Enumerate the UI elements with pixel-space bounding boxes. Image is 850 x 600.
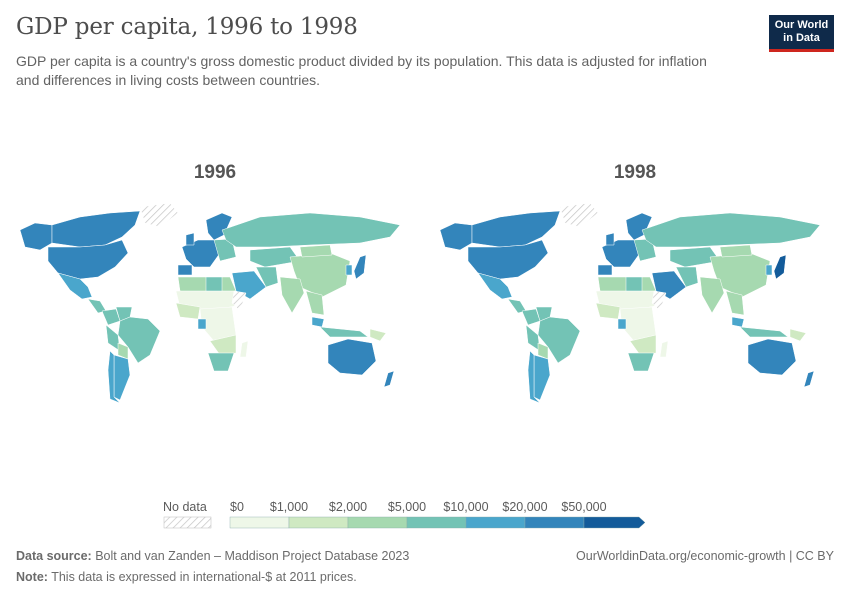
country-madagascar[interactable]: [239, 340, 249, 358]
country-usa[interactable]: [467, 239, 549, 280]
legend-tick-label-0: $0: [230, 500, 244, 514]
color-legend: No data $0 $1,000 $2,000 $5,000 $10,000 $20,0…: [163, 500, 646, 529]
legend-swatch-4[interactable]: [465, 516, 526, 529]
country-china[interactable]: [709, 252, 771, 298]
legend-tick-label-5: $20,000: [502, 500, 547, 514]
legend-tick-label-2: $2,000: [329, 500, 367, 514]
country-somalia: [231, 290, 247, 312]
country-gabon[interactable]: [197, 318, 207, 330]
country-new-zealand[interactable]: [383, 370, 395, 388]
country-canada[interactable]: [51, 210, 141, 248]
country-india[interactable]: [279, 276, 305, 314]
legend-swatch-3[interactable]: [406, 516, 467, 529]
chart-title: GDP per capita, 1996 to 1998: [16, 14, 358, 40]
note-label: Note:: [16, 570, 48, 584]
country-new-zealand[interactable]: [803, 370, 815, 388]
world-map-1998[interactable]: [430, 195, 840, 410]
country-iran[interactable]: [675, 266, 699, 288]
country-indonesia[interactable]: [739, 326, 789, 338]
country-malaysia[interactable]: [731, 316, 745, 328]
country-argentina[interactable]: [113, 354, 131, 401]
country-png[interactable]: [789, 328, 807, 342]
country-china[interactable]: [289, 252, 351, 298]
country-south-africa[interactable]: [207, 352, 235, 372]
legend-swatch-5[interactable]: [524, 516, 585, 529]
legend-tick-label-3: $5,000: [388, 500, 426, 514]
country-uk[interactable]: [185, 232, 195, 246]
country-iran[interactable]: [255, 266, 279, 288]
legend-swatch-0[interactable]: [229, 516, 290, 529]
legend-tick-label-1: $1,000: [270, 500, 308, 514]
logo-line-1: Our World: [774, 19, 829, 31]
country-south-africa[interactable]: [627, 352, 655, 372]
country-madagascar[interactable]: [659, 340, 669, 358]
country-kazakhstan[interactable]: [249, 246, 301, 268]
legend-tick-label-6: $50,000: [561, 500, 606, 514]
country-australia[interactable]: [747, 338, 797, 376]
country-russia[interactable]: [221, 212, 401, 248]
country-mexico[interactable]: [477, 272, 513, 300]
chart-subtitle: GDP per capita is a country's gross dome…: [16, 53, 707, 88]
country-alaska[interactable]: [439, 222, 473, 251]
footer-note: Note: This data is expressed in internat…: [16, 570, 357, 584]
legend-swatch-2[interactable]: [347, 516, 408, 529]
country-southeast-asia[interactable]: [725, 290, 745, 316]
country-japan[interactable]: [353, 254, 367, 280]
footer-source: Data source: Bolt and van Zanden – Maddi…: [16, 549, 409, 563]
country-greenland: [139, 202, 179, 228]
legend-swatch-1[interactable]: [288, 516, 349, 529]
country-australia[interactable]: [327, 338, 377, 376]
legend-swatch-6[interactable]: [583, 516, 646, 529]
country-iberia[interactable]: [177, 264, 193, 276]
country-canada[interactable]: [471, 210, 561, 248]
country-somalia: [651, 290, 667, 312]
country-japan[interactable]: [773, 254, 787, 280]
note-text: This data is expressed in international-…: [51, 570, 357, 584]
country-western-europe[interactable]: [181, 239, 221, 268]
country-mongolia[interactable]: [299, 244, 333, 258]
country-brazil[interactable]: [537, 316, 581, 364]
country-iberia[interactable]: [597, 264, 613, 276]
logo-line-2: in Data: [783, 32, 820, 44]
country-india[interactable]: [699, 276, 725, 314]
source-text: Bolt and van Zanden – Maddison Project D…: [95, 549, 410, 563]
legend-no-data-label: No data: [163, 500, 207, 514]
country-libya[interactable]: [625, 276, 643, 294]
country-western-europe[interactable]: [601, 239, 641, 268]
owid-logo[interactable]: Our World in Data: [769, 15, 834, 52]
country-chile[interactable]: [527, 350, 541, 404]
country-southern-africa[interactable]: [629, 334, 657, 356]
country-png[interactable]: [369, 328, 387, 342]
map-year-1998: 1998: [613, 162, 657, 183]
country-libya[interactable]: [205, 276, 223, 294]
country-kazakhstan[interactable]: [669, 246, 721, 268]
country-alaska[interactable]: [19, 222, 53, 251]
country-greenland: [559, 202, 599, 228]
legend-tick-label-4: $10,000: [443, 500, 488, 514]
country-gabon[interactable]: [617, 318, 627, 330]
source-label: Data source:: [16, 549, 92, 563]
map-year-1996: 1996: [193, 162, 237, 183]
country-mexico[interactable]: [57, 272, 93, 300]
country-indonesia[interactable]: [319, 326, 369, 338]
country-southeast-asia[interactable]: [305, 290, 325, 316]
country-argentina[interactable]: [533, 354, 551, 401]
country-chile[interactable]: [107, 350, 121, 404]
footer-url[interactable]: OurWorldinData.org/economic-growth | CC …: [576, 549, 834, 563]
legend-no-data-swatch: [163, 516, 212, 529]
country-korea[interactable]: [345, 264, 353, 276]
country-southern-africa[interactable]: [209, 334, 237, 356]
country-russia[interactable]: [641, 212, 821, 248]
world-map-1996[interactable]: [10, 195, 420, 410]
country-brazil[interactable]: [117, 316, 161, 364]
country-mongolia[interactable]: [719, 244, 753, 258]
country-malaysia[interactable]: [311, 316, 325, 328]
country-korea[interactable]: [765, 264, 773, 276]
country-uk[interactable]: [605, 232, 615, 246]
country-usa[interactable]: [47, 239, 129, 280]
